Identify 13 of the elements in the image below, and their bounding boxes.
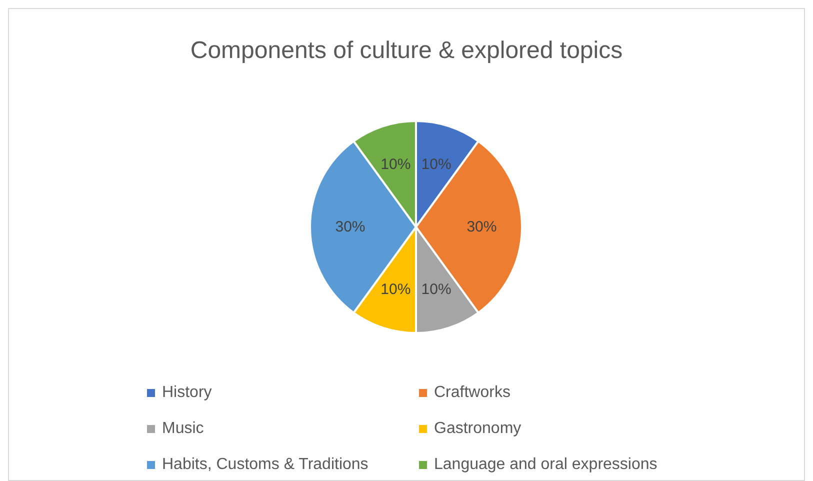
data-label: 10% xyxy=(421,156,452,173)
legend-label: History xyxy=(162,384,212,402)
legend-label: Language and oral expressions xyxy=(434,456,658,474)
data-label: 30% xyxy=(335,218,366,236)
legend-label: Gastronomy xyxy=(434,420,522,438)
legend-label: Music xyxy=(162,420,204,438)
legend-label: Habits, Customs & Traditions xyxy=(162,456,368,474)
data-label: 10% xyxy=(380,281,411,298)
data-label: 10% xyxy=(421,281,452,298)
data-label: 30% xyxy=(466,218,497,236)
legend-label: Craftworks xyxy=(434,384,510,402)
data-label: 10% xyxy=(380,156,411,173)
chart-title: Components of culture & explored topics xyxy=(189,37,624,65)
